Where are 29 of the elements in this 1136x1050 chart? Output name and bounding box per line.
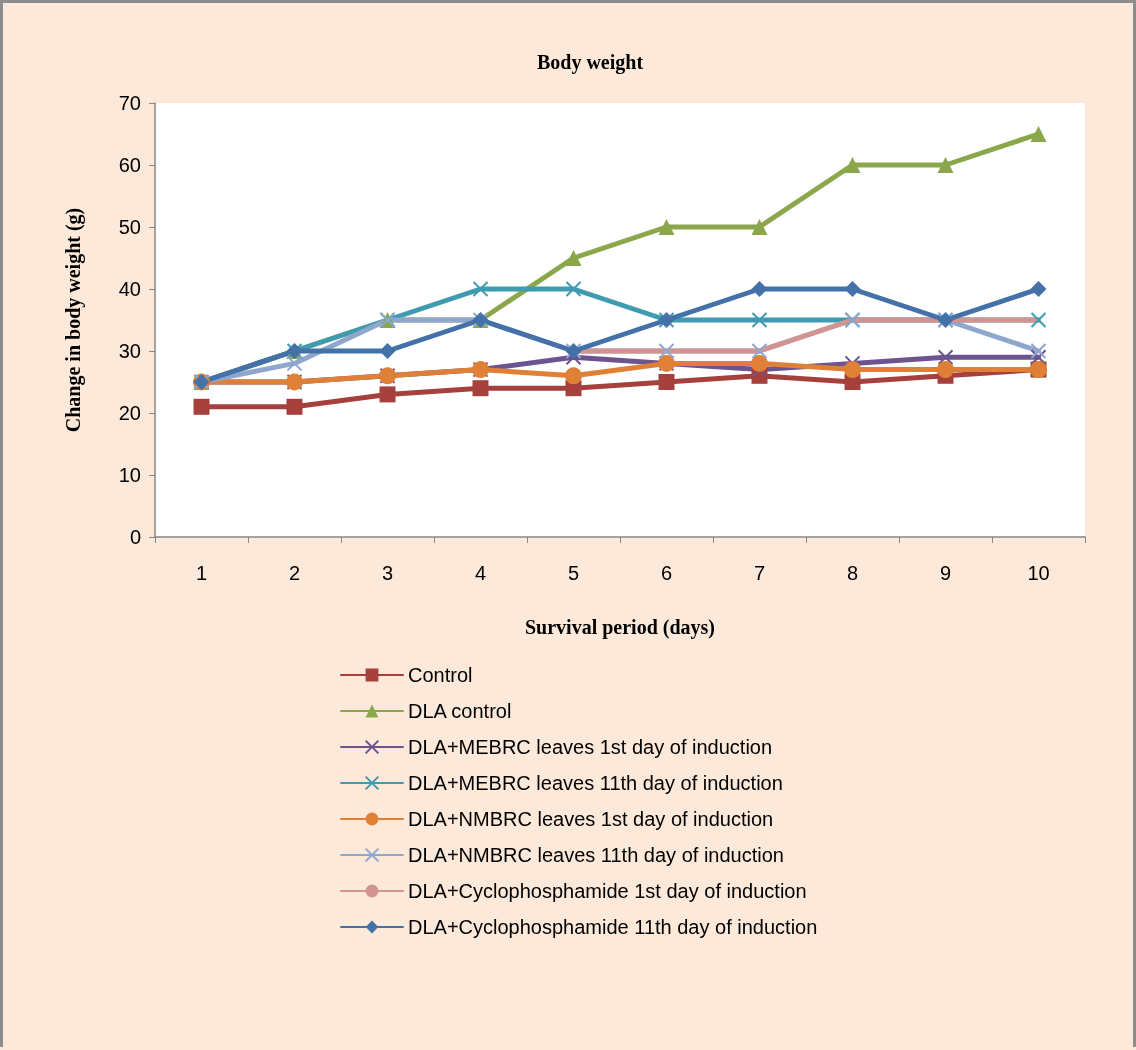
y-tick-label: 40 <box>118 278 141 300</box>
legend-label: DLA+NMBRC leaves 1st day of induction <box>408 808 774 830</box>
x-tick-label: 2 <box>288 562 301 584</box>
y-tick-label: 60 <box>118 154 141 176</box>
legend-label: DLA control <box>408 700 512 722</box>
y-axis-title: Change in body weight (g) <box>62 207 85 433</box>
y-tick-label: 30 <box>118 340 141 362</box>
legend-label: DLA+NMBRC leaves 11th day of induction <box>408 844 784 866</box>
chart-title: Body weight <box>536 51 644 74</box>
legend-label: DLA+MEBRC leaves 11th day of induction <box>408 772 783 794</box>
x-tick-label: 9 <box>939 562 952 584</box>
x-tick-label: 10 <box>1027 562 1050 584</box>
y-tick-label: 0 <box>129 526 141 548</box>
x-tick-label: 8 <box>846 562 859 584</box>
legend-label: DLA+MEBRC leaves 1st day of induction <box>408 736 773 758</box>
x-tick-label: 1 <box>195 562 208 584</box>
y-tick-label: 50 <box>118 216 141 238</box>
y-tick-label: 10 <box>118 464 141 486</box>
legend-label: DLA+Cyclophosphamide 11th day of induction <box>408 916 818 938</box>
legend-label: DLA+Cyclophosphamide 1st day of induction <box>408 880 807 902</box>
x-tick-label: 4 <box>474 562 487 584</box>
legend-label: Control <box>408 664 473 686</box>
x-tick-label: 3 <box>381 562 394 584</box>
x-tick-label: 7 <box>753 562 766 584</box>
x-axis-title: Survival period (days) <box>524 616 716 639</box>
x-tick-label: 6 <box>660 562 673 584</box>
y-tick-label: 70 <box>118 92 141 114</box>
y-tick-label: 20 <box>118 402 141 424</box>
x-tick-label: 5 <box>567 562 580 584</box>
